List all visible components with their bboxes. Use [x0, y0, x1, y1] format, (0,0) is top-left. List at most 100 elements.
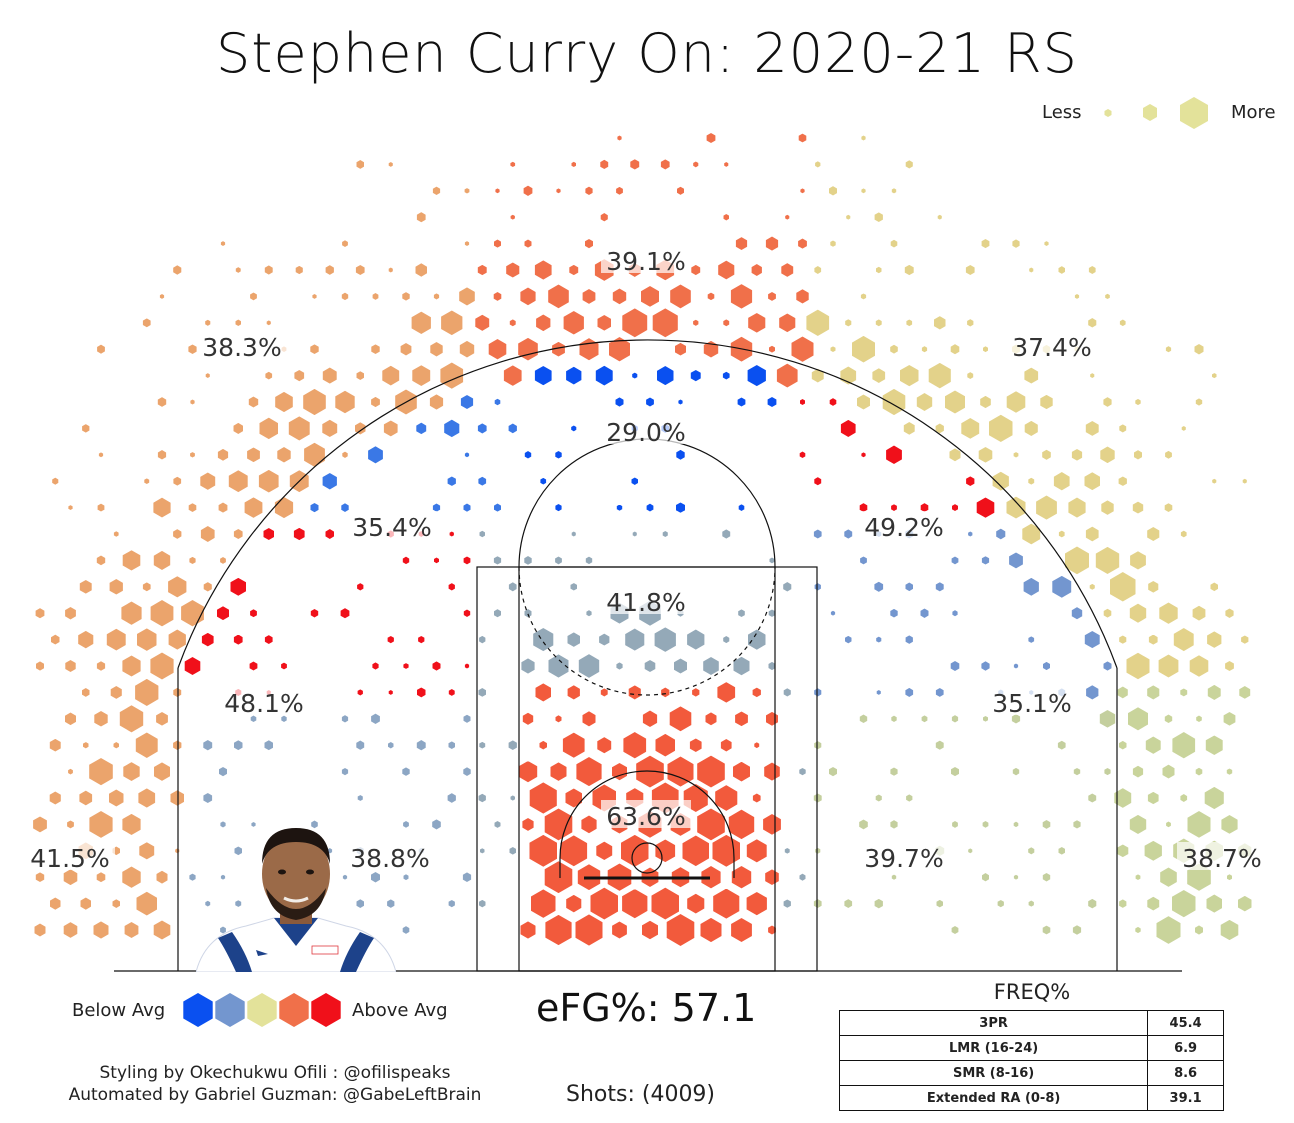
- hex-bin: [1070, 606, 1084, 621]
- hex-bin: [340, 766, 350, 777]
- hex-bin: [915, 391, 934, 413]
- hex-bin: [1164, 449, 1173, 460]
- hex-bin: [565, 893, 583, 914]
- hex-bin: [981, 871, 990, 883]
- hex-bin: [594, 364, 614, 387]
- hex-bin: [699, 916, 723, 944]
- hex-bin: [730, 864, 753, 890]
- hex-bin: [843, 898, 854, 910]
- size-legend-hex-small: [1104, 109, 1112, 117]
- hex-bin: [118, 704, 145, 734]
- freq-row: LMR (16-24) 6.9: [838, 1035, 1224, 1061]
- hex-bin: [767, 290, 777, 302]
- hex-bin: [311, 292, 318, 300]
- hex-bin: [750, 262, 763, 278]
- hex-bin: [243, 496, 264, 519]
- hex-bin: [1133, 449, 1143, 461]
- hex-bin: [736, 396, 747, 408]
- hex-bin: [1083, 629, 1101, 650]
- hex-bin: [584, 555, 594, 566]
- hex-bin: [155, 869, 169, 885]
- hex-bin: [1084, 525, 1100, 543]
- hex-bin: [676, 185, 685, 196]
- hex-bin: [356, 582, 365, 592]
- freq-value: 45.4: [1147, 1010, 1224, 1036]
- hex-bin: [188, 872, 197, 882]
- hex-bin: [995, 527, 1007, 541]
- hex-bin: [67, 504, 74, 512]
- hex-bin: [645, 502, 655, 513]
- hex-bin: [136, 627, 158, 652]
- hex-bin: [599, 211, 609, 223]
- hex-bin: [661, 529, 669, 539]
- zone-label-bg: [25, 842, 115, 870]
- hex-bin: [1127, 706, 1149, 732]
- hex-bin: [1128, 602, 1148, 624]
- zone-label: 49.2%: [864, 513, 943, 542]
- hex-bin: [462, 502, 472, 513]
- hex-bin: [174, 847, 181, 855]
- hex-bin: [88, 756, 114, 787]
- hex-bin: [386, 898, 396, 909]
- hex-bin: [1057, 845, 1066, 856]
- hex-bin: [1071, 924, 1083, 936]
- hex-bin: [1144, 735, 1162, 755]
- hex-bin: [1083, 471, 1101, 492]
- hex-bin: [981, 819, 990, 829]
- hex-bin: [505, 261, 521, 279]
- hex-bin: [108, 577, 124, 596]
- hex-bin: [1072, 766, 1082, 777]
- hex-bin: [523, 607, 533, 619]
- hex-bin: [172, 739, 183, 752]
- zone-labels: 39.1% 38.3% 37.4% 29.0% 35.4% 49.2% 41.8% 48.1%…: [25, 245, 1267, 873]
- hex-bin: [1057, 529, 1066, 539]
- credits: Styling by Okechukwu Ofili : @ofilispeak…: [10, 1062, 540, 1106]
- efg-value: eFG%: 57.1: [536, 986, 757, 1030]
- hex-bin: [1028, 266, 1035, 274]
- hex-bin: [950, 555, 960, 566]
- three-point-arc: [177, 339, 1118, 669]
- hex-bin: [829, 609, 837, 617]
- hex-bin: [871, 367, 887, 385]
- hex-bin: [980, 237, 991, 250]
- hex-bin: [302, 387, 327, 417]
- hex-bin: [121, 865, 142, 889]
- hex-bin: [814, 846, 822, 855]
- hex-bin: [656, 364, 675, 387]
- hex-bin: [287, 415, 311, 442]
- hex-bin: [371, 291, 380, 301]
- hex-bin: [665, 912, 696, 948]
- hex-bin: [246, 446, 261, 464]
- hex-bin: [1041, 924, 1052, 936]
- hex-bin: [121, 812, 142, 837]
- hex-bin: [303, 441, 326, 468]
- shots-count: Shots: (4009): [566, 1082, 716, 1107]
- hex-bin: [1113, 787, 1133, 809]
- hex-bin: [1179, 687, 1189, 698]
- hex-bin: [533, 364, 553, 387]
- hex-bin: [782, 898, 792, 909]
- hex-bin: [778, 312, 797, 334]
- hex-bin: [700, 864, 722, 890]
- hex-bin: [920, 714, 929, 724]
- hex-bin: [874, 318, 883, 328]
- hex-bin: [1035, 494, 1058, 521]
- hex-bin: [459, 393, 475, 411]
- hex-bin: [1161, 763, 1176, 780]
- hex-bin: [309, 343, 320, 356]
- color-legend-above: Above Avg: [352, 1000, 448, 1021]
- hex-bin: [1012, 662, 1020, 670]
- hex-bin: [189, 398, 196, 406]
- hex-bin: [1180, 424, 1187, 432]
- hex-bin: [156, 396, 168, 408]
- hex-bin: [762, 812, 782, 836]
- hex-bin: [1225, 767, 1234, 776]
- hex-bin: [903, 263, 915, 277]
- hex-bin: [1094, 545, 1121, 576]
- hex-bin: [1191, 604, 1207, 622]
- hex-bin: [554, 502, 563, 513]
- hex-bin: [219, 240, 227, 248]
- hex-bin: [845, 213, 852, 221]
- hex-bin: [1116, 843, 1130, 859]
- hex-bin: [1070, 447, 1084, 462]
